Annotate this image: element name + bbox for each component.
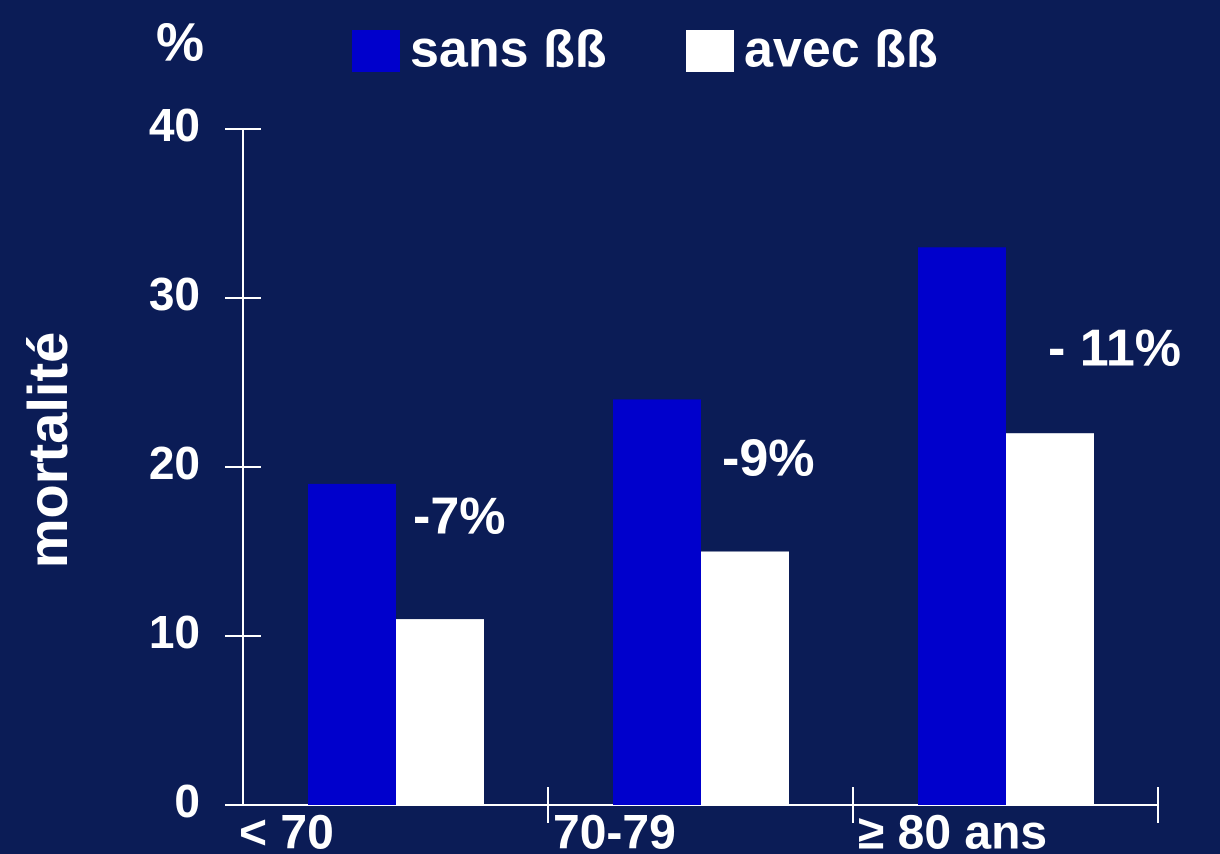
legend-label: avec ßß — [744, 21, 938, 79]
y-tick-label: 20 — [149, 437, 200, 489]
x-tick-label: < 70 — [239, 807, 334, 854]
bar — [613, 399, 701, 805]
x-tick-label: 70-79 — [553, 807, 676, 854]
bar — [308, 483, 396, 805]
bar — [918, 247, 1006, 806]
annotation: -7% — [413, 488, 505, 546]
y-axis-label: mortalité — [16, 332, 79, 569]
y-tick-label: 30 — [149, 268, 200, 320]
y-tick-label: 10 — [149, 606, 200, 658]
bar — [701, 551, 789, 805]
y-tick-label: 40 — [149, 99, 200, 151]
legend-label: sans ßß — [410, 21, 607, 79]
bar — [1006, 433, 1094, 805]
legend-swatch — [352, 30, 400, 72]
annotation: - 11% — [1048, 320, 1181, 378]
y-tick-label: 0 — [174, 775, 200, 827]
x-tick-label: ≥ 80 ans — [858, 807, 1047, 854]
legend-swatch — [686, 30, 734, 72]
unit-label: % — [156, 12, 204, 72]
annotation: -9% — [722, 430, 814, 488]
bar — [396, 619, 484, 805]
